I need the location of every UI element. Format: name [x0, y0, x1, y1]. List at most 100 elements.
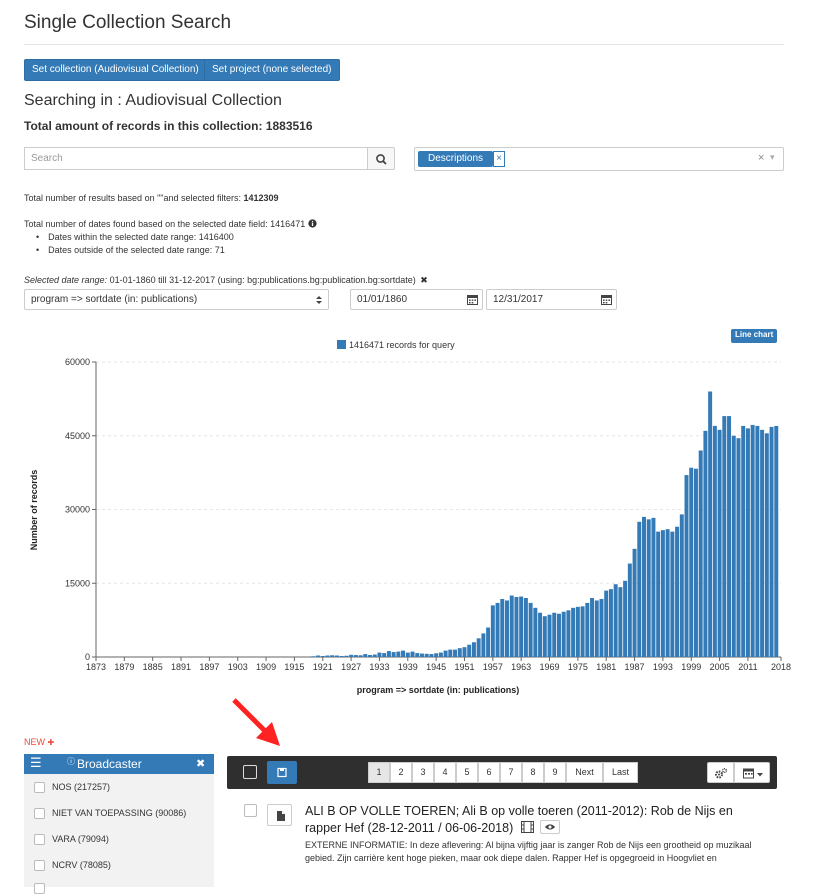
dates-found-line: Total number of dates found based on the…	[24, 219, 317, 229]
search-input[interactable]: Search	[24, 147, 368, 170]
eye-icon[interactable]	[540, 820, 561, 834]
chart-bar	[434, 653, 439, 657]
end-date-value: 12/31/2017	[493, 294, 544, 305]
chart-bar	[774, 425, 779, 657]
facet-item[interactable]	[34, 883, 52, 894]
x-tick-label: 1951	[454, 662, 474, 672]
facet-checkbox[interactable]	[34, 808, 45, 820]
set-project-button[interactable]: Set project (none selected)	[204, 59, 340, 81]
x-tick-label: 1939	[398, 662, 418, 672]
settings-button[interactable]	[707, 762, 734, 783]
date-range-value: 01-01-1860 till 31-12-2017 (using: bg:pu…	[107, 275, 416, 285]
x-tick-label: 1891	[171, 662, 191, 672]
date-options-button[interactable]	[734, 762, 770, 783]
chart-bar	[556, 613, 561, 657]
pagination-page-1[interactable]: 1	[368, 762, 390, 783]
pagination-page-3[interactable]: 3	[412, 762, 434, 783]
plus-icon: ✚	[47, 738, 55, 747]
chart-bar	[533, 607, 538, 657]
end-date-input[interactable]: 12/31/2017	[486, 289, 617, 310]
chart-bar	[731, 435, 736, 657]
records-bar-chart: 1416471 records for query Number of reco…	[29, 340, 791, 695]
chart-bar	[580, 606, 585, 657]
dates-outside-range: Dates outside of the selected date range…	[36, 245, 225, 255]
x-tick-label: 2018	[771, 662, 791, 672]
chart-bar	[377, 652, 382, 657]
date-field-select[interactable]: program => sortdate (in: publications)	[24, 289, 329, 310]
pagination-page-5[interactable]: 5	[456, 762, 478, 783]
x-tick-label: 1927	[341, 662, 361, 672]
facet-item[interactable]: NCRV (78085)	[34, 860, 111, 872]
x-tick-label: 1969	[540, 662, 560, 672]
x-tick-label: 1957	[483, 662, 503, 672]
chart-bar	[358, 655, 363, 657]
chart-bar	[722, 416, 727, 657]
facet-checkbox[interactable]	[34, 860, 45, 872]
info-icon[interactable]	[308, 219, 317, 228]
chart-bar	[325, 655, 330, 657]
filter-tag-remove-button[interactable]: ×	[493, 151, 505, 167]
chart-bar	[311, 656, 316, 657]
facet-checkbox[interactable]	[34, 782, 45, 794]
pagination-last[interactable]: Last	[603, 762, 638, 783]
chart-bar	[386, 651, 391, 657]
result-title[interactable]: ALI B OP VOLLE TOEREN; Ali B op volle to…	[305, 803, 745, 837]
chart-bar	[618, 587, 623, 657]
chart-bar	[528, 602, 533, 657]
date-range-remove-icon[interactable]: ✖	[420, 275, 428, 285]
filter-caret-icon[interactable]: ▾	[770, 152, 775, 162]
pagination-page-9[interactable]: 9	[544, 762, 566, 783]
page-title: Single Collection Search	[24, 12, 232, 33]
chart-bars	[311, 391, 779, 657]
chart-bar	[382, 653, 387, 657]
facet-checkbox[interactable]	[34, 883, 45, 894]
result-checkbox[interactable]	[244, 804, 257, 817]
select-all-checkbox[interactable]	[243, 765, 257, 779]
save-result-button[interactable]	[267, 804, 292, 826]
x-tick-label: 1873	[86, 662, 106, 672]
x-tick-label: 1915	[284, 662, 304, 672]
chart-bar	[660, 530, 665, 657]
save-icon	[277, 767, 287, 778]
chart-bar	[745, 428, 750, 657]
x-axis-ticks: 1873 1879 1885 1891 1897 1903 1909 1915 1921 1927…	[86, 657, 791, 672]
chart-bar	[585, 602, 590, 657]
chart-bar	[698, 450, 703, 657]
start-date-input[interactable]: 01/01/1860	[350, 289, 483, 310]
chart-bar	[712, 425, 717, 657]
set-collection-button[interactable]: Set collection (Audiovisual Collection)	[24, 59, 207, 81]
chart-bar	[656, 531, 661, 657]
new-facet-link[interactable]: NEW ✚	[24, 737, 54, 747]
calendar-icon[interactable]	[467, 294, 478, 305]
legend-label: 1416471 records for query	[349, 340, 455, 350]
facet-checkbox[interactable]	[34, 834, 45, 846]
filter-clear-button[interactable]: ×	[758, 152, 765, 164]
facet-item[interactable]: VARA (79094)	[34, 834, 109, 846]
chart-bar	[675, 526, 680, 657]
pagination-next[interactable]: Next	[566, 762, 603, 783]
filter-tag-descriptions: Descriptions	[418, 151, 494, 167]
gears-icon	[715, 767, 727, 779]
y-tick-label: 60000	[65, 357, 90, 367]
results-count-line: Total number of results based on ""and s…	[24, 193, 279, 203]
search-button[interactable]	[367, 147, 395, 170]
pagination-page-7[interactable]: 7	[500, 762, 522, 783]
result-title-text[interactable]: ALI B OP VOLLE TOEREN; Ali B op volle to…	[305, 804, 733, 835]
chart-bar	[542, 616, 547, 657]
facet-item[interactable]: NOS (217257)	[34, 782, 110, 794]
pagination-page-6[interactable]: 6	[478, 762, 500, 783]
calendar-icon[interactable]	[601, 294, 612, 305]
facet-item[interactable]: NIET VAN TOEPASSING (90086)	[34, 808, 186, 820]
pagination-page-8[interactable]: 8	[522, 762, 544, 783]
chart-bar	[623, 580, 628, 657]
close-icon[interactable]: ✖	[196, 758, 206, 770]
info-icon[interactable]: ⓘ	[67, 757, 75, 766]
chart-bar	[575, 606, 580, 657]
x-tick-label: 1981	[596, 662, 616, 672]
line-chart-button[interactable]: Line chart	[731, 329, 778, 343]
save-selection-button[interactable]	[267, 761, 297, 784]
chart-bar	[349, 654, 354, 657]
pagination-page-2[interactable]: 2	[390, 762, 412, 783]
menu-icon[interactable]: ☰	[30, 755, 42, 770]
pagination-page-4[interactable]: 4	[434, 762, 456, 783]
